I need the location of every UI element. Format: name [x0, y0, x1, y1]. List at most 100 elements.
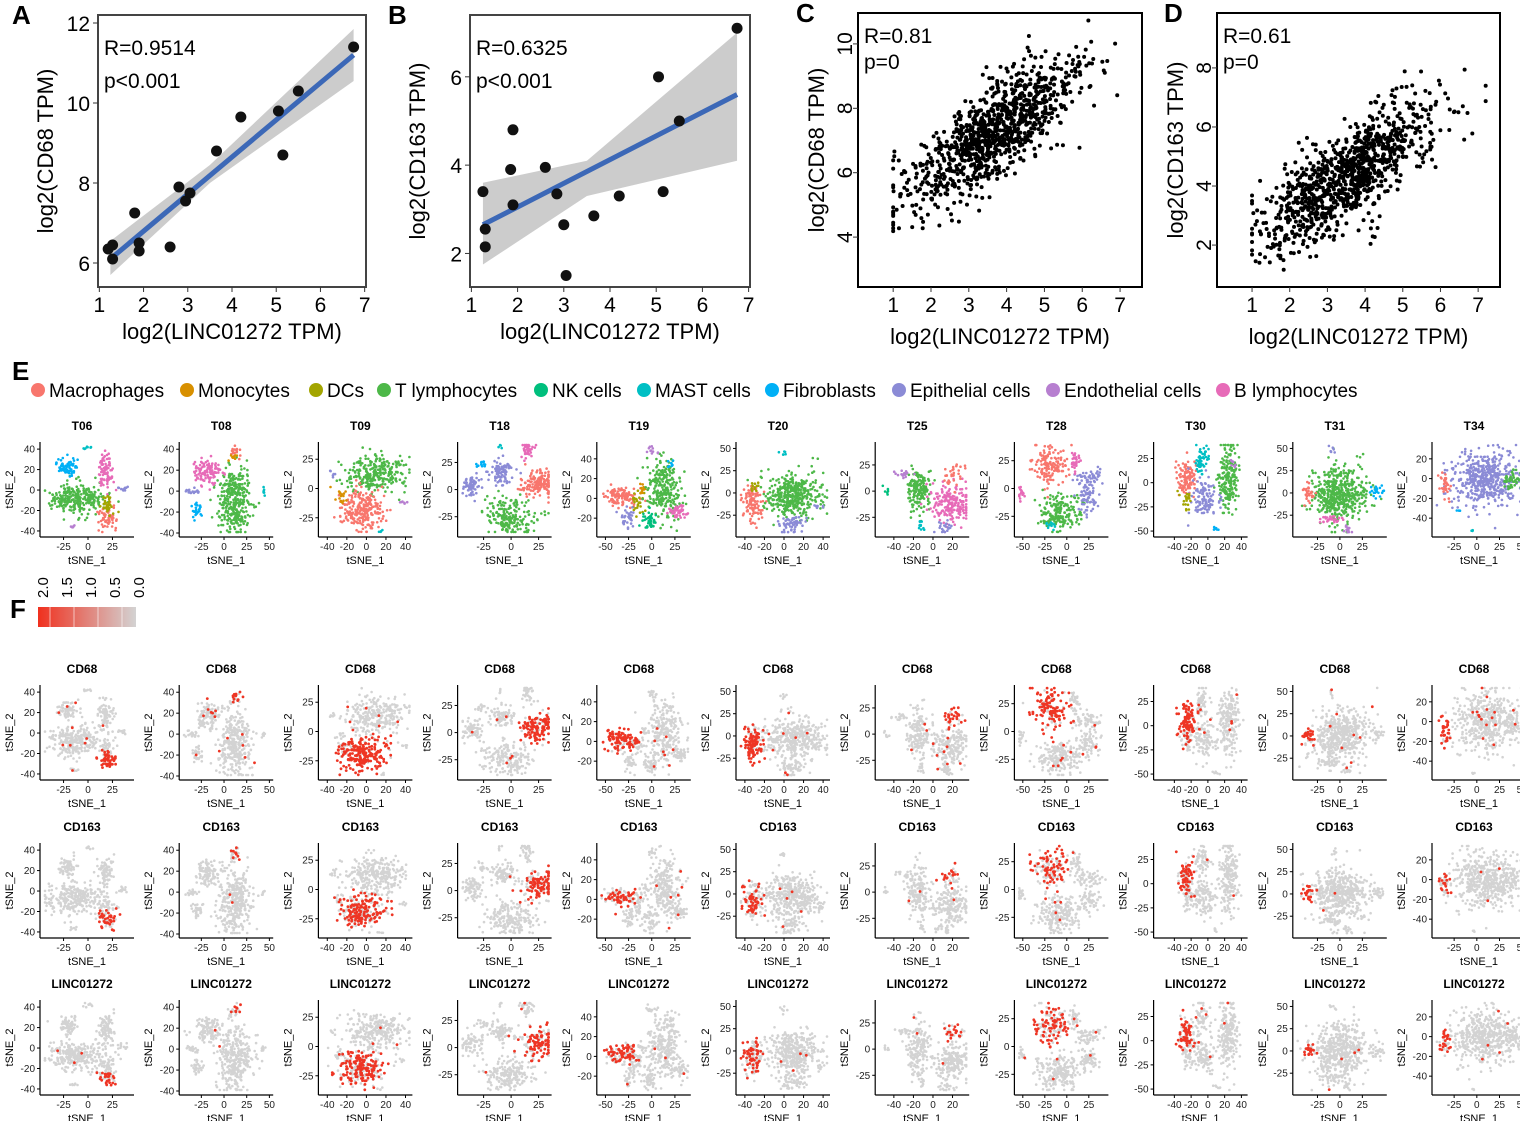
- y-axis-title: log2(CD68 TPM): [33, 69, 58, 234]
- data-point: [134, 246, 145, 257]
- tsne-point: [84, 519, 87, 522]
- data-point: [1338, 198, 1342, 202]
- data-point: [1113, 42, 1117, 46]
- tsne-point: [408, 471, 411, 474]
- data-point: [1253, 223, 1257, 227]
- data-point: [1344, 163, 1348, 167]
- data-point: [1320, 222, 1324, 226]
- tsne-point: [519, 493, 522, 496]
- data-point: [1035, 118, 1039, 122]
- data-point: [1291, 187, 1295, 191]
- tsne-point: [231, 448, 234, 451]
- tsne-point: [668, 496, 671, 499]
- data-point: [995, 82, 999, 86]
- data-point: [1356, 188, 1360, 192]
- legend-label: DCs: [327, 381, 364, 402]
- data-point: [1012, 90, 1016, 94]
- tsne-point: [366, 524, 369, 527]
- tsne-point: [229, 484, 232, 487]
- data-point: [892, 150, 896, 154]
- tsne-point: [351, 496, 354, 499]
- tsne-point: [350, 485, 353, 488]
- data-point: [1287, 237, 1291, 241]
- tsne-point: [665, 502, 668, 505]
- tsne-point: [360, 513, 363, 516]
- data-point: [1014, 137, 1018, 141]
- tsne-point: [544, 482, 547, 485]
- tsne-point: [386, 460, 389, 463]
- tsne-point: [373, 484, 376, 487]
- data-point: [1025, 134, 1029, 138]
- data-point: [1382, 103, 1386, 107]
- data-point: [1064, 71, 1068, 75]
- data-point: [1376, 226, 1380, 230]
- x-tick-label: 25: [533, 542, 545, 553]
- data-point: [1416, 116, 1420, 120]
- data-point: [1045, 132, 1049, 136]
- tsne-point: [377, 489, 380, 492]
- data-point: [1040, 55, 1044, 59]
- tsne-point: [101, 523, 104, 526]
- data-point: [897, 159, 901, 163]
- tsne-point: [55, 494, 58, 497]
- tsne-point: [678, 477, 681, 480]
- tsne-point: [524, 463, 527, 466]
- data-point: [1060, 79, 1064, 83]
- tsne-point: [244, 506, 247, 509]
- y-tick-label: -40: [21, 526, 36, 537]
- tsne-point: [238, 518, 241, 521]
- data-point: [1366, 128, 1370, 132]
- tsne-point: [361, 523, 364, 526]
- tsne-point: [359, 462, 362, 465]
- data-point: [1044, 98, 1048, 102]
- tsne-point: [80, 493, 83, 496]
- data-point: [974, 194, 978, 198]
- tsne-point: [188, 490, 191, 493]
- data-point: [953, 114, 957, 118]
- tsne-point: [533, 530, 536, 533]
- tsne-plot-t08: T08-25 0 25 5040200-20-40tSNE_1tSNE_2: [143, 419, 275, 567]
- tsne-point: [539, 494, 542, 497]
- tsne-point: [673, 519, 676, 522]
- tsne-point: [258, 502, 261, 505]
- data-point: [1373, 159, 1377, 163]
- tsne-point: [508, 481, 511, 484]
- tsne-point: [195, 509, 198, 512]
- y-tick-label: 4: [450, 155, 462, 178]
- legend-swatch: [765, 383, 779, 397]
- data-point: [1398, 117, 1402, 121]
- data-point: [932, 134, 936, 138]
- tsne-point: [230, 454, 233, 457]
- tsne-point: [649, 472, 652, 475]
- data-point: [1048, 97, 1052, 101]
- tsne-point: [200, 475, 203, 478]
- tsne-point: [498, 501, 501, 504]
- tsne-point: [403, 480, 406, 483]
- tsne-point: [390, 472, 393, 475]
- data-point: [1367, 211, 1371, 215]
- tsne-point: [362, 494, 365, 497]
- data-point: [891, 158, 895, 162]
- tsne-point: [234, 492, 237, 495]
- data-point: [981, 73, 985, 77]
- data-point: [674, 115, 685, 126]
- tsne-point: [364, 526, 367, 529]
- data-point: [1402, 120, 1406, 124]
- data-point: [1052, 83, 1056, 87]
- data-point: [1002, 169, 1006, 173]
- data-point: [1392, 148, 1396, 152]
- tsne-point: [531, 483, 534, 486]
- y-tick-label: 4: [834, 231, 857, 243]
- data-point: [954, 127, 958, 131]
- tsne-point: [246, 473, 249, 476]
- panel-label-D: D: [1164, 0, 1183, 28]
- tsne-point: [108, 462, 111, 465]
- tsne-point: [221, 514, 224, 517]
- data-point: [994, 147, 998, 151]
- tsne-point: [375, 458, 378, 461]
- data-point: [1367, 147, 1371, 151]
- data-point: [1354, 178, 1358, 182]
- tsne-point: [71, 526, 74, 529]
- data-point: [970, 137, 974, 141]
- data-point: [1043, 85, 1047, 89]
